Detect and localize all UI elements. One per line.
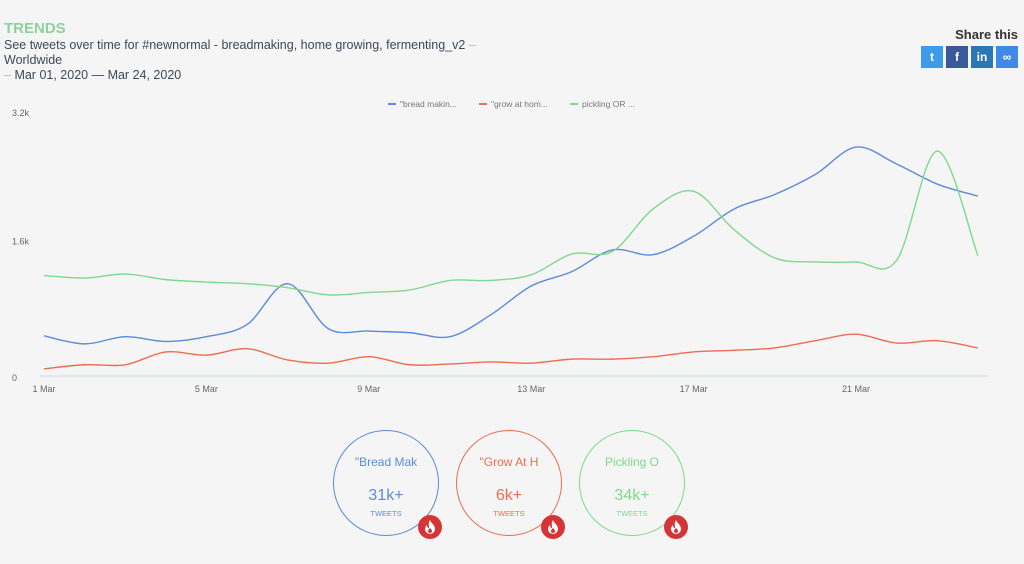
fire-icon bbox=[541, 515, 565, 539]
facebook-share-button[interactable]: f bbox=[946, 46, 968, 68]
x-tick-label: 1 Mar bbox=[32, 384, 55, 394]
x-tick-label: 5 Mar bbox=[195, 384, 218, 394]
fire-icon bbox=[664, 515, 688, 539]
legend-label: "grow at hom... bbox=[491, 99, 548, 109]
series-line bbox=[43, 150, 979, 296]
keyword-card[interactable]: Pickling O 34k+ TWEETS bbox=[579, 430, 688, 539]
legend-label: pickling OR ... bbox=[582, 99, 635, 109]
y-tick-label: 0 bbox=[12, 373, 17, 383]
card-count: 6k+ bbox=[495, 487, 523, 504]
page-subtitle: See tweets over time for #newnormal - br… bbox=[4, 38, 524, 83]
card-keyword: Pickling O bbox=[604, 455, 660, 469]
x-tick-label: 9 Mar bbox=[357, 384, 380, 394]
x-tick-label: 21 Mar bbox=[842, 384, 870, 394]
keyword-card[interactable]: "Grow At H 6k+ TWEETS bbox=[456, 430, 565, 539]
region: Worldwide bbox=[4, 53, 63, 67]
linkedin-share-button[interactable]: in bbox=[971, 46, 993, 68]
y-tick-label: 1.6k bbox=[12, 237, 30, 247]
separator: – bbox=[4, 68, 15, 82]
card-keyword: "Grow At H bbox=[479, 455, 539, 469]
fire-icon bbox=[418, 515, 442, 539]
link-share-button[interactable]: ∞ bbox=[996, 46, 1018, 68]
card-unit: TWEETS bbox=[370, 509, 402, 518]
link-icon: ∞ bbox=[1002, 50, 1012, 64]
date-end: Mar 24, 2020 bbox=[107, 68, 182, 82]
page-title: TRENDS bbox=[4, 20, 66, 37]
series-line bbox=[43, 333, 978, 370]
linkedin-icon: in bbox=[976, 50, 988, 64]
y-tick-label: 3.2k bbox=[12, 108, 30, 118]
card-unit: TWEETS bbox=[493, 509, 525, 518]
date-start: Mar 01, 2020 bbox=[14, 68, 89, 82]
series-line bbox=[43, 146, 978, 345]
keyword-card[interactable]: "Bread Mak 31k+ TWEETS bbox=[333, 430, 442, 539]
separator: – bbox=[465, 38, 476, 52]
date-separator: — bbox=[88, 68, 108, 82]
subtitle-text: See tweets over time for #newnormal - br… bbox=[4, 38, 466, 52]
x-tick-label: 13 Mar bbox=[517, 384, 545, 394]
card-unit: TWEETS bbox=[616, 509, 648, 518]
card-count: 34k+ bbox=[614, 487, 650, 504]
twitter-icon: t bbox=[930, 50, 934, 64]
card-keyword: "Bread Mak bbox=[354, 455, 418, 469]
twitter-share-button[interactable]: t bbox=[921, 46, 943, 68]
card-count: 31k+ bbox=[368, 487, 404, 504]
x-tick-label: 17 Mar bbox=[680, 384, 708, 394]
share-buttons: t f in ∞ bbox=[921, 46, 1018, 68]
legend-label: "bread makin... bbox=[400, 99, 457, 109]
facebook-icon: f bbox=[955, 50, 959, 64]
trend-chart: 0 1.6k 3.2k 1 Mar 5 Mar 9 Mar 13 Mar 17 Mar 21 M… bbox=[12, 99, 988, 394]
share-label: Share this bbox=[955, 27, 1018, 42]
